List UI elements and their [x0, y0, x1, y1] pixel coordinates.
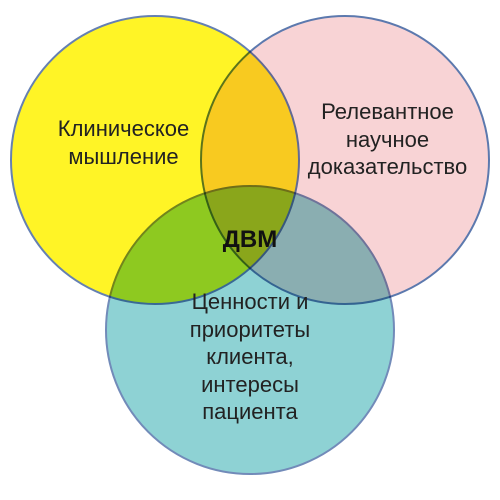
- venn-label-left: Клиническое мышление: [36, 115, 211, 170]
- venn-diagram: Клиническое мышление Релевантное научное…: [0, 0, 500, 500]
- venn-label-center: ДВМ: [200, 225, 300, 255]
- venn-label-right: Релевантное научное доказательство: [290, 98, 485, 181]
- venn-label-bottom: Ценности и приоритеты клиента, интересы …: [160, 288, 340, 426]
